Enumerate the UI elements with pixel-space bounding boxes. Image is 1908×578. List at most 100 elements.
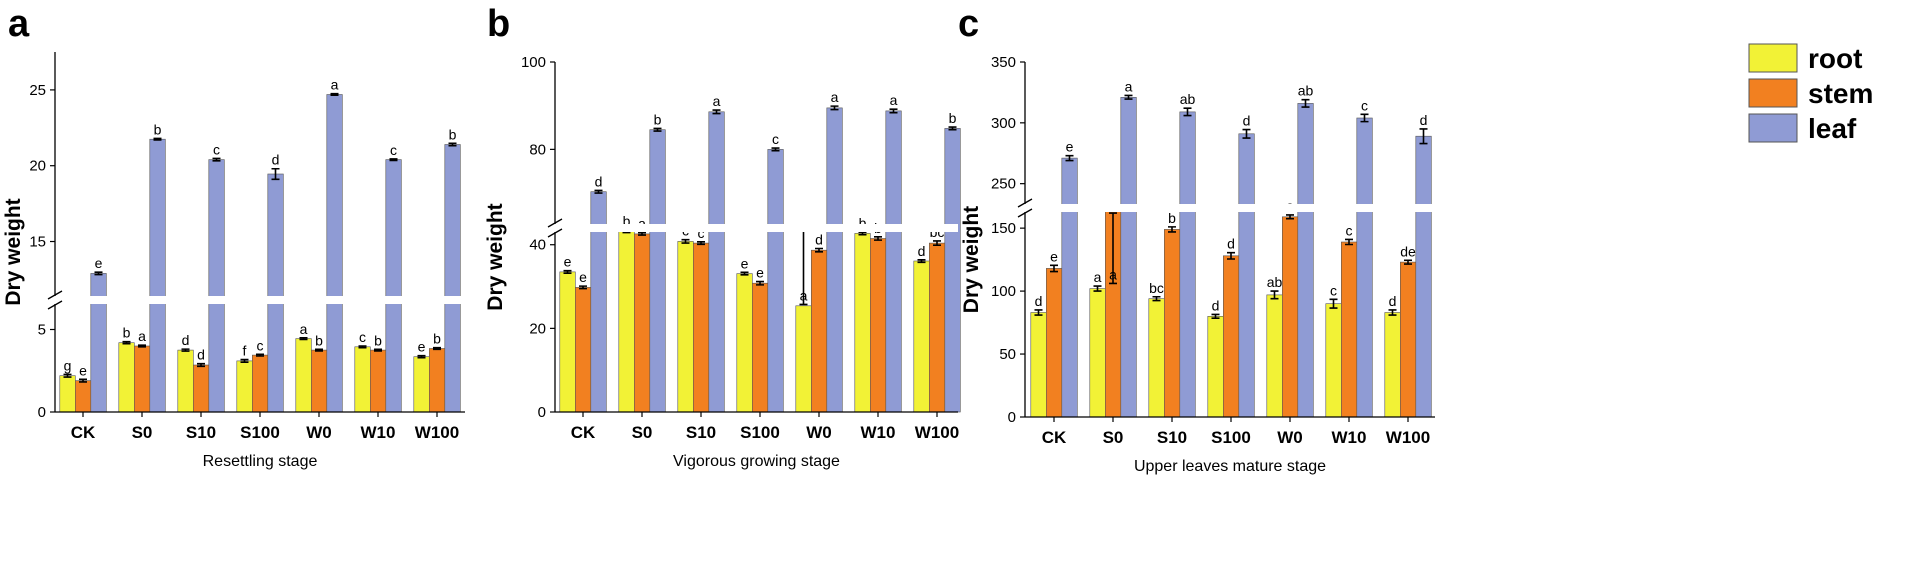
error-bar [212, 157, 221, 162]
axis-break-mark [547, 218, 563, 238]
x-tick-label: S0 [632, 423, 653, 442]
panel-b: bebceabdeacedbbcdbacaab0204080100CKS0S10… [484, 3, 961, 470]
error-bar [1050, 264, 1058, 273]
error-bar [1329, 298, 1338, 309]
bar-stem-W0 [310, 349, 328, 413]
bar-root-CK [1030, 312, 1047, 418]
y-axis-label: Dry weight [484, 203, 507, 310]
error-bar [1034, 309, 1043, 316]
axis-break-mark [47, 290, 63, 310]
error-bar [712, 109, 721, 115]
y-axis-label: Dry weight [960, 206, 983, 313]
y-tick-label: 0 [538, 404, 546, 421]
bar-stem-W100 [1400, 261, 1417, 418]
significance-letter: b [623, 213, 631, 229]
bar-stem-S10 [193, 364, 210, 413]
bar-root-S100 [1207, 315, 1224, 418]
significance-letter: e [741, 255, 749, 271]
error-bar [889, 108, 898, 114]
x-tick-label: W10 [861, 423, 896, 442]
error-bar [1227, 251, 1235, 260]
bar-leaf-S100 [1238, 133, 1255, 418]
error-bar [153, 137, 162, 141]
bar-root-S0 [118, 342, 135, 413]
y-tick-label: 80 [529, 141, 546, 158]
error-bar [1345, 238, 1353, 246]
panel-letter: a [8, 3, 30, 45]
bar-root-CK [59, 375, 76, 413]
significance-letter: c [698, 225, 705, 241]
significance-letter: ab [1267, 274, 1283, 290]
bar-root-W100 [1384, 312, 1401, 418]
bar-leaf-CK [90, 273, 107, 413]
bar-leaf-S100 [767, 149, 784, 413]
legend-swatch-stem [1748, 78, 1798, 108]
x-tick-label: S10 [186, 423, 216, 442]
y-tick-label: 300 [991, 115, 1016, 132]
bar-stem-CK [574, 287, 592, 413]
legend-label-stem: stem [1808, 78, 1873, 109]
error-bar [1124, 94, 1133, 100]
y-tick-label: 100 [991, 283, 1016, 300]
bar-leaf-W100 [444, 144, 461, 413]
significance-letter: f [243, 343, 247, 359]
error-bar [579, 285, 587, 290]
significance-letter: ab [1180, 91, 1196, 107]
bar-leaf-W0 [326, 94, 343, 413]
significance-letter: d [1243, 113, 1251, 129]
error-bar [271, 167, 280, 181]
x-tick-label: CK [571, 423, 596, 442]
bar-root-W10 [1325, 303, 1342, 418]
significance-letter: d [595, 173, 603, 189]
bar-root-W10 [854, 233, 871, 413]
error-bar [933, 240, 941, 246]
error-bar [138, 344, 146, 348]
significance-letter: a [800, 287, 808, 303]
significance-letter: d [1035, 293, 1043, 309]
y-tick-label: 5 [38, 322, 46, 339]
bar-leaf-S0 [1120, 97, 1137, 418]
error-bar [917, 258, 926, 264]
error-bar [79, 378, 87, 383]
bar-stem-S100 [1223, 255, 1240, 418]
error-bar [681, 238, 690, 244]
error-bar [948, 126, 957, 131]
error-bar [1360, 113, 1369, 123]
bar-stem-W10 [1341, 241, 1358, 418]
bar-leaf-S0 [649, 129, 666, 413]
bar-leaf-S0 [149, 138, 166, 413]
bar-stem-S100 [252, 354, 269, 413]
significance-letter: ab [1298, 83, 1314, 99]
legend-label-root: root [1808, 43, 1862, 74]
significance-letter: a [638, 216, 646, 232]
bar-stem-S100 [751, 282, 769, 413]
error-bar [197, 362, 205, 368]
x-tick-label: W0 [306, 423, 332, 442]
x-tick-label: W10 [1332, 428, 1367, 447]
y-tick-label: 50 [999, 346, 1016, 363]
bar-root-CK [559, 271, 576, 413]
x-axis-label: Vigorous growing stage [673, 453, 840, 470]
significance-letter: a [331, 77, 339, 93]
y-tick-label: 250 [991, 176, 1016, 193]
bar-stem-W0 [1282, 216, 1299, 418]
x-tick-label: W100 [415, 423, 459, 442]
significance-letter: b [949, 110, 957, 126]
significance-letter: e [756, 265, 764, 281]
significance-letter: c [257, 337, 264, 353]
error-bar [1152, 295, 1161, 302]
axis-break-mark [1017, 198, 1033, 218]
bar-stem-S0 [633, 233, 651, 413]
legend-label-leaf: leaf [1808, 113, 1857, 144]
bar-leaf-W100 [1415, 135, 1432, 418]
x-tick-label: CK [1042, 428, 1067, 447]
significance-letter: a [1109, 266, 1117, 282]
bar-leaf-W10 [385, 159, 402, 413]
y-tick-label: 15 [29, 234, 46, 251]
significance-letter: a [831, 89, 839, 105]
error-bar [1168, 226, 1176, 233]
error-bar [1404, 259, 1412, 265]
bar-root-S0 [1089, 288, 1106, 418]
significance-letter: e [418, 339, 426, 355]
